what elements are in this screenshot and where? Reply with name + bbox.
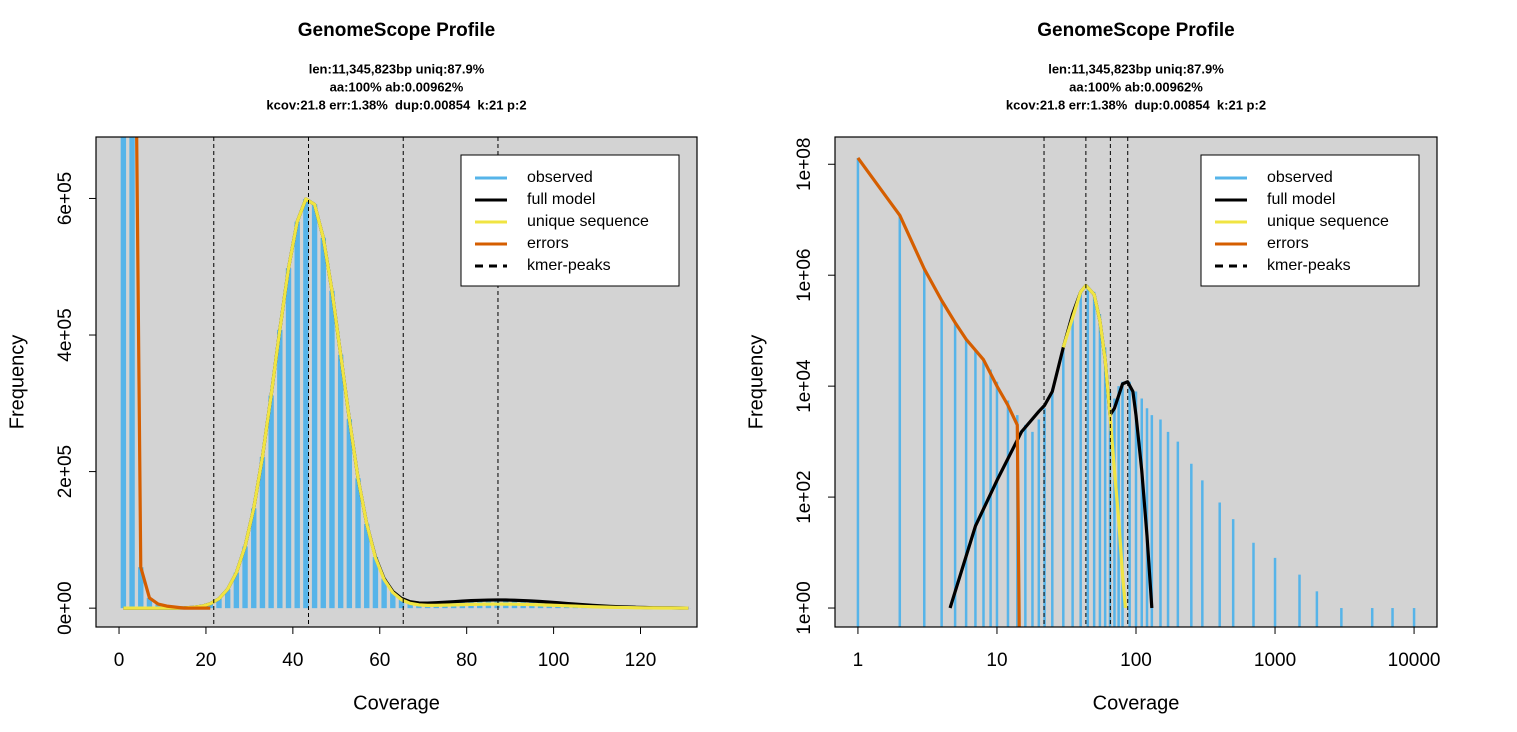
series-line bbox=[135, 137, 211, 610]
bar bbox=[207, 603, 213, 609]
bar bbox=[355, 478, 361, 609]
bar bbox=[277, 329, 283, 609]
bar bbox=[120, 137, 127, 609]
legend-label: observed bbox=[1267, 169, 1333, 186]
x-tick-label: 10000 bbox=[1388, 650, 1441, 671]
x-tick-label: 1000 bbox=[1254, 650, 1296, 671]
y-tick-label: 0e+00 bbox=[55, 581, 76, 634]
legend: observed full model unique sequence errors k… bbox=[1200, 154, 1420, 287]
bar bbox=[320, 237, 326, 609]
chart-subtitle: aa:100% ab:0.00962% bbox=[1069, 79, 1203, 94]
y-axis-label: Frequency bbox=[6, 335, 28, 430]
y-axis-label: Frequency bbox=[745, 335, 767, 430]
x-tick-label: 100 bbox=[538, 650, 570, 671]
bar bbox=[381, 578, 387, 609]
bar bbox=[372, 556, 379, 609]
bar bbox=[216, 598, 222, 609]
chart-subtitle: kcov:21.8 err:1.38% dup:0.00854 k:21 p:2 bbox=[1006, 97, 1266, 112]
plot-area bbox=[120, 137, 692, 627]
y-tick-label: 1e+06 bbox=[794, 249, 815, 302]
bar bbox=[329, 290, 335, 609]
x-tick-label: 100 bbox=[1120, 650, 1152, 671]
bar bbox=[129, 137, 135, 609]
bar bbox=[251, 508, 257, 609]
bar bbox=[233, 572, 240, 609]
x-tick-label: 20 bbox=[195, 650, 216, 671]
bar bbox=[303, 199, 309, 609]
x-axis-label: Coverage bbox=[353, 692, 440, 714]
series-line bbox=[123, 197, 689, 610]
bar bbox=[224, 589, 231, 609]
chart-subtitle: kcov:21.8 err:1.38% dup:0.00854 k:21 p:2 bbox=[266, 97, 526, 112]
legend-label: errors bbox=[1267, 235, 1309, 252]
bar bbox=[390, 591, 396, 609]
chart-panel: GenomeScope Profile len:11,345,823bp uniq… bbox=[745, 20, 1440, 714]
x-tick-label: 120 bbox=[625, 650, 657, 671]
bar bbox=[155, 604, 161, 609]
bar bbox=[398, 598, 405, 609]
bar bbox=[138, 567, 144, 609]
x-tick-label: 10 bbox=[986, 650, 1007, 671]
legend-label: kmer-peaks bbox=[1267, 257, 1351, 274]
bar bbox=[285, 268, 292, 609]
bar bbox=[146, 597, 153, 609]
chart-panel: GenomeScope Profile len:11,345,823bp uniq… bbox=[6, 20, 698, 714]
bar bbox=[259, 457, 266, 609]
chart-subtitle: len:11,345,823bp uniq:87.9% bbox=[309, 61, 485, 76]
series-line bbox=[856, 156, 1021, 627]
legend-label: unique sequence bbox=[1267, 213, 1389, 230]
x-tick-label: 1 bbox=[853, 650, 864, 671]
plot-area bbox=[856, 137, 1416, 627]
bar bbox=[337, 354, 344, 609]
x-tick-label: 0 bbox=[114, 650, 125, 671]
legend-label: unique sequence bbox=[527, 213, 649, 230]
y-tick-label: 1e+08 bbox=[794, 138, 815, 191]
legend-label: kmer-peaks bbox=[527, 257, 611, 274]
y-tick-label: 1e+04 bbox=[794, 359, 815, 413]
y-tick-label: 1e+00 bbox=[794, 581, 815, 634]
chart-title: GenomeScope Profile bbox=[1037, 20, 1234, 41]
plot-frame bbox=[95, 136, 698, 628]
x-axis-label: Coverage bbox=[1093, 692, 1180, 714]
bar bbox=[364, 523, 370, 609]
y-tick-label: 2e+05 bbox=[55, 445, 76, 498]
bar bbox=[268, 395, 274, 609]
legend-label: errors bbox=[527, 235, 569, 252]
chart-subtitle: aa:100% ab:0.00962% bbox=[330, 79, 464, 94]
chart-subtitle: len:11,345,823bp uniq:87.9% bbox=[1048, 61, 1224, 76]
bar bbox=[346, 419, 353, 609]
chart-title: GenomeScope Profile bbox=[298, 20, 495, 41]
bar bbox=[311, 204, 318, 609]
x-tick-label: 60 bbox=[369, 650, 390, 671]
y-tick-label: 6e+05 bbox=[55, 172, 76, 225]
x-tick-label: 40 bbox=[282, 650, 303, 671]
y-tick-label: 4e+05 bbox=[55, 308, 76, 361]
x-tick-label: 80 bbox=[456, 650, 477, 671]
series-line bbox=[1061, 283, 1128, 609]
legend-label: full model bbox=[527, 191, 595, 208]
bar bbox=[294, 221, 300, 609]
bar bbox=[242, 546, 248, 609]
legend-label: observed bbox=[527, 169, 593, 186]
legend: observed full model unique sequence errors k… bbox=[460, 154, 680, 287]
y-tick-label: 1e+02 bbox=[794, 470, 815, 523]
legend-label: full model bbox=[1267, 191, 1335, 208]
